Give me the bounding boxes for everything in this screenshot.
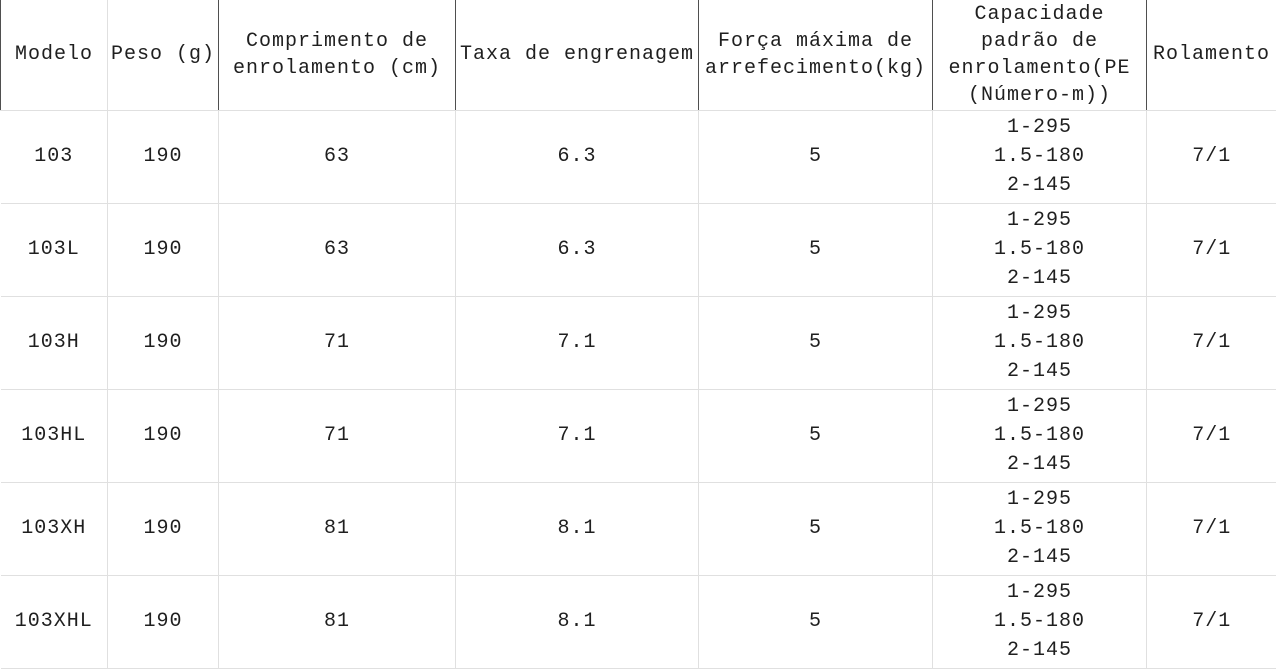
table-row: 103 190 63 6.3 5 1-295 1.5-180 2-145 7/1 [0,109,1276,204]
cell-taxa: 7.1 [455,388,699,483]
capacity-line: 1.5-180 [993,610,1085,633]
cell-comprimento: 81 [218,574,456,669]
cell-comprimento: 63 [218,202,456,297]
capacity-line: 2-145 [1006,360,1072,383]
capacity-line: 1.5-180 [993,517,1085,540]
cell-modelo: 103L [0,202,108,297]
cell-forca: 5 [698,481,933,576]
cell-modelo: 103XHL [0,574,108,669]
capacity-line: 1-295 [1006,116,1072,139]
capacity-line: 1-295 [1006,395,1072,418]
cell-modelo: 103HL [0,388,108,483]
cell-rolamento: 7/1 [1146,574,1276,669]
cell-taxa: 6.3 [455,109,699,204]
cell-forca: 5 [698,574,933,669]
cell-capacidade: 1-295 1.5-180 2-145 [932,481,1147,576]
cell-capacidade: 1-295 1.5-180 2-145 [932,295,1147,390]
cell-comprimento: 71 [218,388,456,483]
cell-forca: 5 [698,388,933,483]
column-header-modelo: Modelo [0,0,108,111]
capacity-line: 2-145 [1006,639,1072,662]
capacity-line: 2-145 [1006,546,1072,569]
cell-peso: 190 [107,388,219,483]
capacity-line: 1-295 [1006,581,1072,604]
cell-peso: 190 [107,109,219,204]
capacity-line: 1-295 [1006,209,1072,232]
capacity-line: 2-145 [1006,267,1072,290]
column-header-comprimento: Comprimento de enrolamento (cm) [218,0,456,111]
cell-taxa: 7.1 [455,295,699,390]
cell-capacidade: 1-295 1.5-180 2-145 [932,202,1147,297]
capacity-line: 1.5-180 [993,238,1085,261]
cell-peso: 190 [107,295,219,390]
capacity-line: 1.5-180 [993,145,1085,168]
cell-forca: 5 [698,109,933,204]
cell-peso: 190 [107,574,219,669]
cell-comprimento: 71 [218,295,456,390]
cell-peso: 190 [107,481,219,576]
column-header-taxa: Taxa de engrenagem [455,0,699,111]
column-header-rolamento: Rolamento [1146,0,1276,111]
cell-capacidade: 1-295 1.5-180 2-145 [932,574,1147,669]
capacity-line: 2-145 [1006,174,1072,197]
capacity-line: 1-295 [1006,302,1072,325]
cell-rolamento: 7/1 [1146,481,1276,576]
cell-rolamento: 7/1 [1146,202,1276,297]
table-row: 103HL 190 71 7.1 5 1-295 1.5-180 2-145 7… [0,388,1276,483]
cell-taxa: 6.3 [455,202,699,297]
table-row: 103L 190 63 6.3 5 1-295 1.5-180 2-145 7/… [0,202,1276,297]
column-header-forca: Força máxima de arrefecimento(kg) [698,0,933,111]
cell-modelo: 103H [0,295,108,390]
cell-taxa: 8.1 [455,574,699,669]
cell-rolamento: 7/1 [1146,109,1276,204]
cell-capacidade: 1-295 1.5-180 2-145 [932,388,1147,483]
cell-forca: 5 [698,202,933,297]
header-row: Modelo Peso (g) Comprimento de enrolamen… [0,0,1276,111]
cell-capacidade: 1-295 1.5-180 2-145 [932,109,1147,204]
column-header-peso: Peso (g) [107,0,219,111]
capacity-line: 1.5-180 [993,424,1085,447]
cell-comprimento: 63 [218,109,456,204]
cell-rolamento: 7/1 [1146,388,1276,483]
cell-taxa: 8.1 [455,481,699,576]
cell-peso: 190 [107,202,219,297]
table-row: 103H 190 71 7.1 5 1-295 1.5-180 2-145 7/… [0,295,1276,390]
column-header-capacidade: Capacidade padrão de enrolamento(PE (Núm… [932,0,1147,111]
capacity-line: 1.5-180 [993,331,1085,354]
cell-rolamento: 7/1 [1146,295,1276,390]
cell-modelo: 103 [0,109,108,204]
cell-forca: 5 [698,295,933,390]
cell-comprimento: 81 [218,481,456,576]
table-row: 103XHL 190 81 8.1 5 1-295 1.5-180 2-145 … [0,574,1276,669]
capacity-line: 2-145 [1006,453,1072,476]
table-row: 103XH 190 81 8.1 5 1-295 1.5-180 2-145 7… [0,481,1276,576]
capacity-line: 1-295 [1006,488,1072,511]
cell-modelo: 103XH [0,481,108,576]
